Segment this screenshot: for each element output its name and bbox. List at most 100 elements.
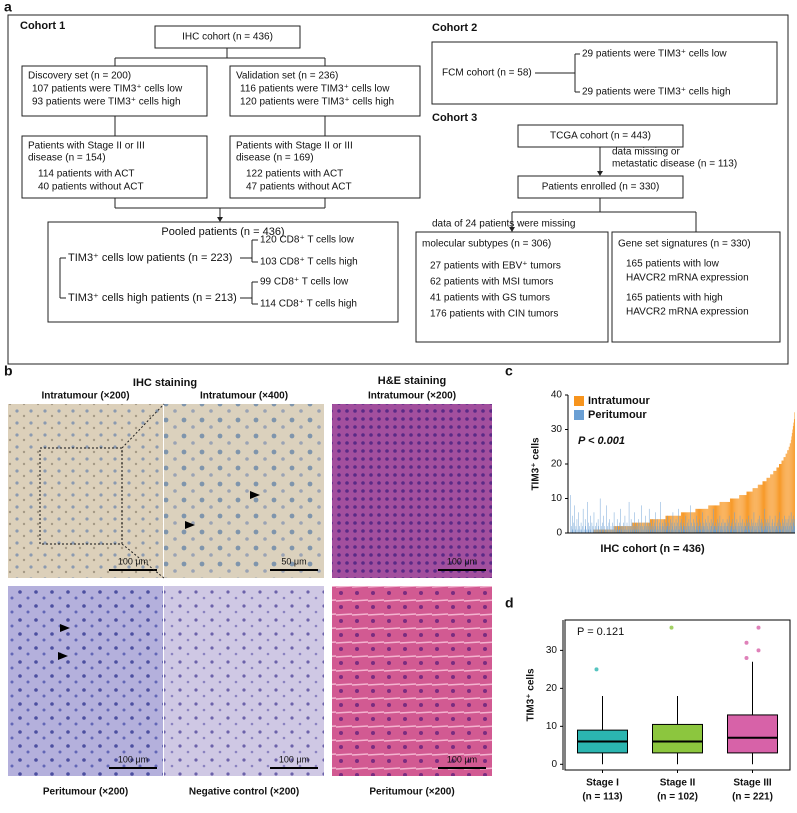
panel-label: c [505, 363, 513, 379]
flow-text: Patients with Stage II or III [236, 141, 353, 152]
micrograph-label: Negative control (×200) [189, 787, 299, 798]
section-header: H&E staining [378, 375, 446, 387]
scale-label: 100 μm [447, 754, 477, 764]
annotation: P = 0.121 [577, 626, 624, 638]
flow-text: 103 CD8⁺ T cells high [260, 257, 358, 268]
flow-text: Validation set (n = 236) [236, 71, 338, 82]
outlier [670, 626, 674, 630]
flow-text: HAVCR2 mRNA expression [626, 307, 749, 318]
legend-label: Intratumour [588, 395, 650, 407]
micrograph [164, 404, 324, 578]
panel-label: b [4, 363, 13, 379]
flow-text: 165 patients with low [626, 259, 720, 270]
scale-label: 50 μm [281, 556, 306, 566]
panel-label: a [4, 0, 12, 15]
flow-text: molecular subtypes (n = 306) [422, 239, 551, 250]
legend-label: Peritumour [588, 409, 647, 421]
micrograph-label: Peritumour (×200) [43, 787, 128, 798]
micrograph-label: Intratumour (×400) [200, 391, 288, 402]
scale-label: 100 μm [447, 556, 477, 566]
cohort-label: Cohort 3 [432, 112, 477, 124]
y-tick-label: 20 [551, 459, 563, 470]
micrograph-label: Peritumour (×200) [369, 787, 454, 798]
y-tick-label: 20 [546, 683, 558, 694]
micrograph [332, 404, 492, 578]
flow-text: 120 CD8⁺ T cells low [260, 235, 355, 246]
flow-text: 47 patients without ACT [246, 182, 352, 193]
flow-text: 176 patients with CIN tumors [430, 309, 558, 320]
y-axis-label: TIM3⁺ cells [531, 437, 542, 491]
flow-text: disease (n = 169) [236, 153, 314, 164]
scale-label: 100 μm [118, 754, 148, 764]
outlier [757, 648, 761, 652]
panel-label: d [505, 595, 514, 611]
scale-label: 100 μm [118, 556, 148, 566]
y-tick-label: 0 [551, 759, 557, 770]
legend-swatch [574, 410, 584, 420]
micrograph [164, 586, 324, 776]
x-tick-label: Stage I [586, 778, 619, 789]
outlier [745, 641, 749, 645]
box [728, 715, 778, 753]
flow-text: Discovery set (n = 200) [28, 71, 131, 82]
arrow-head [217, 217, 223, 222]
micrograph-label: Intratumour (×200) [368, 391, 456, 402]
flow-text: 107 patients were TIM3⁺ cells low [32, 84, 183, 95]
y-tick-label: 40 [551, 390, 563, 401]
flow-text: 114 patients with ACT [38, 169, 135, 180]
flow-note: data of 24 patients were missing [432, 219, 575, 230]
flow-text: Patients enrolled (n = 330) [542, 182, 660, 193]
box [653, 724, 703, 752]
x-tick-label: (n = 113) [582, 792, 622, 803]
flow-text: 40 patients without ACT [38, 182, 144, 193]
flow-text: 120 patients were TIM3⁺ cells high [240, 97, 394, 108]
cohort-label: Cohort 2 [432, 22, 477, 34]
y-tick-label: 30 [546, 645, 558, 656]
x-tick-label: Stage III [733, 778, 772, 789]
outlier [745, 656, 749, 660]
flow-text: 29 patients were TIM3⁺ cells low [582, 49, 727, 60]
flow-text: 165 patients with high [626, 293, 723, 304]
flow-text: 27 patients with EBV⁺ tumors [430, 261, 561, 272]
x-tick-label: (n = 221) [732, 792, 773, 803]
flow-text: 114 CD8⁺ T cells high [260, 299, 357, 310]
micrograph [332, 586, 492, 776]
flow-text: TIM3⁺ cells high patients (n = 213) [68, 292, 237, 304]
micrograph-label: Intratumour (×200) [41, 391, 129, 402]
x-tick-label: (n = 102) [657, 792, 698, 803]
annotation: P < 0.001 [578, 435, 625, 447]
flow-text: 29 patients were TIM3⁺ cells high [582, 87, 731, 98]
y-tick-label: 10 [551, 493, 563, 504]
flow-text: Patients with Stage II or III [28, 141, 145, 152]
y-tick-label: 10 [546, 721, 558, 732]
flow-text: 93 patients were TIM3⁺ cells high [32, 97, 181, 108]
flow-text: 41 patients with GS tumors [430, 293, 550, 304]
outlier [757, 626, 761, 630]
flow-text: FCM cohort (n = 58) [442, 68, 532, 79]
flow-note: data missing or [612, 147, 680, 158]
legend-swatch [574, 396, 584, 406]
flow-text: Gene set signatures (n = 330) [618, 239, 751, 250]
cohort-label: Cohort 1 [20, 20, 65, 32]
y-tick-label: 30 [551, 424, 563, 435]
flow-note: metastatic disease (n = 113) [612, 159, 737, 170]
x-axis-label: IHC cohort (n = 436) [600, 543, 705, 555]
section-header: IHC staining [133, 377, 197, 389]
flow-text: disease (n = 154) [28, 153, 106, 164]
y-axis-label: TIM3⁺ cells [526, 668, 537, 722]
flow-text: IHC cohort (n = 436) [182, 32, 273, 43]
scale-label: 100 μm [279, 754, 309, 764]
flow-text: 99 CD8⁺ T cells low [260, 277, 349, 288]
y-tick-label: 0 [556, 528, 562, 539]
arrow-head [597, 171, 603, 176]
flow-text: 122 patients with ACT [246, 169, 343, 180]
flow-text: 62 patients with MSI tumors [430, 277, 553, 288]
x-tick-label: Stage II [660, 778, 696, 789]
flow-text: TIM3⁺ cells low patients (n = 223) [68, 252, 232, 264]
flow-text: HAVCR2 mRNA expression [626, 273, 749, 284]
outlier [595, 667, 599, 671]
flow-text: 116 patients were TIM3⁺ cells low [240, 84, 390, 95]
flow-text: TCGA cohort (n = 443) [550, 131, 651, 142]
